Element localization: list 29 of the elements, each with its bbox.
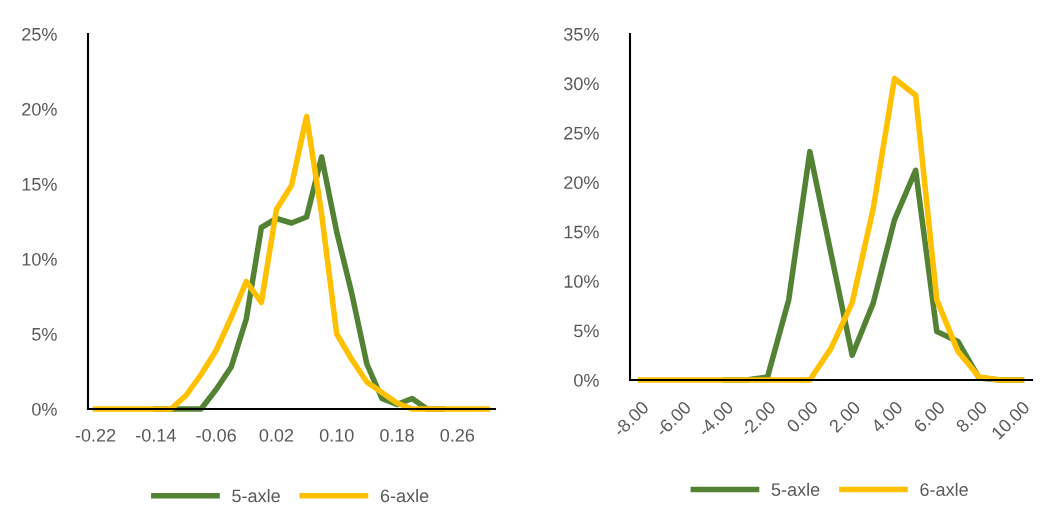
x-tick-label: -0.06 <box>196 428 236 442</box>
legend-label: 6-axle <box>920 482 968 497</box>
legend-label: 5-axle <box>232 489 280 503</box>
y-tick-label: 20% <box>22 102 57 116</box>
y-tick-label: 30% <box>564 77 599 91</box>
y-tick-label: 0% <box>32 402 57 416</box>
x-tick-label: 0.10 <box>319 428 354 442</box>
x-tick-label: 0.02 <box>259 428 294 442</box>
x-tick-label: -0.14 <box>136 428 176 442</box>
x-tick-label: 0.26 <box>440 428 475 442</box>
legend-label: 6-axle <box>380 489 429 503</box>
x-tick-label: 4.00 <box>870 400 904 434</box>
y-tick-label: 0% <box>574 373 599 387</box>
y-tick-label: 15% <box>564 225 599 239</box>
y-tick-label: 5% <box>574 324 599 338</box>
y-tick-label: 10% <box>564 275 599 288</box>
y-tick-label: 20% <box>564 176 599 190</box>
x-tick-label: 6.00 <box>912 400 946 434</box>
x-tick-label: -0.22 <box>75 428 116 442</box>
y-tick-label: 25% <box>22 27 57 41</box>
y-tick-label: 5% <box>32 328 57 341</box>
y-tick-label: 25% <box>564 126 599 140</box>
legend-label: 5-axle <box>771 482 820 497</box>
x-tick-label: 8.00 <box>955 400 988 434</box>
y-tick-label: 10% <box>22 252 57 266</box>
x-tick-label: 0.00 <box>785 400 819 434</box>
y-tick-label: 35% <box>564 27 599 41</box>
y-tick-label: 15% <box>22 178 57 191</box>
x-tick-label: 0.18 <box>380 428 414 442</box>
